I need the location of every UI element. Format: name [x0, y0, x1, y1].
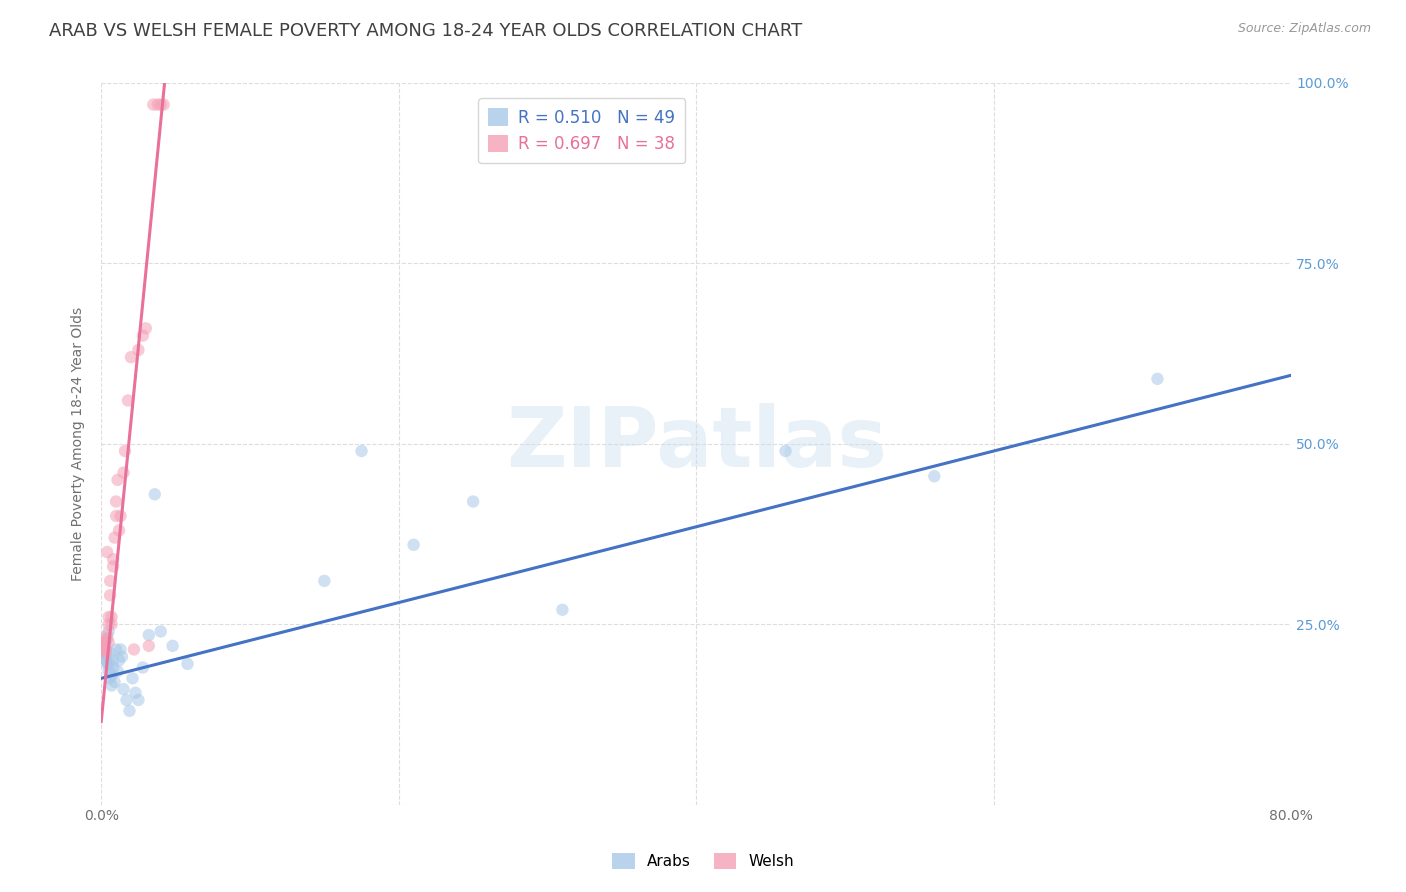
Point: [107, 473, 129, 487]
Point: [104, 531, 127, 545]
Point: [127, 693, 149, 707]
Point: [93, 642, 115, 657]
Point: [100, 617, 122, 632]
Legend: Arabs, Welsh: Arabs, Welsh: [606, 847, 800, 875]
Point: [149, 624, 172, 639]
Point: [110, 508, 132, 523]
Point: [93, 640, 115, 655]
Point: [91, 642, 114, 657]
Point: [108, 524, 131, 538]
Point: [93, 645, 115, 659]
Point: [91, 642, 114, 657]
Point: [132, 660, 155, 674]
Point: [98, 671, 121, 685]
Point: [117, 393, 139, 408]
Point: [97, 657, 120, 671]
Point: [97, 635, 120, 649]
Point: [551, 603, 574, 617]
Point: [94, 642, 117, 657]
Point: [94, 653, 117, 667]
Point: [112, 466, 135, 480]
Point: [96, 632, 118, 646]
Point: [775, 444, 797, 458]
Point: [101, 660, 124, 674]
Point: [105, 494, 128, 508]
Point: [115, 693, 138, 707]
Point: [91, 639, 114, 653]
Point: [96, 653, 118, 667]
Point: [93, 639, 115, 653]
Point: [135, 321, 157, 335]
Point: [97, 624, 120, 639]
Point: [110, 642, 132, 657]
Point: [105, 508, 128, 523]
Point: [127, 343, 149, 357]
Text: ARAB VS WELSH FEMALE POVERTY AMONG 18-24 YEAR OLDS CORRELATION CHART: ARAB VS WELSH FEMALE POVERTY AMONG 18-24…: [49, 22, 803, 40]
Point: [94, 635, 117, 649]
Point: [100, 667, 122, 681]
Point: [104, 674, 127, 689]
Point: [314, 574, 336, 588]
Point: [100, 679, 122, 693]
Point: [98, 646, 121, 660]
Point: [93, 635, 115, 649]
Point: [122, 642, 145, 657]
Point: [98, 574, 121, 588]
Point: [924, 469, 946, 483]
Point: [93, 635, 115, 649]
Text: ZIPatlas: ZIPatlas: [506, 403, 887, 484]
Point: [121, 671, 143, 685]
Point: [97, 664, 120, 678]
Point: [100, 610, 122, 624]
Point: [96, 628, 118, 642]
Point: [96, 657, 118, 671]
Point: [118, 704, 141, 718]
Point: [114, 444, 136, 458]
Point: [143, 487, 166, 501]
Point: [94, 646, 117, 660]
Point: [94, 642, 117, 657]
Point: [107, 664, 129, 678]
Point: [97, 617, 120, 632]
Point: [162, 639, 184, 653]
Point: [91, 635, 114, 649]
Point: [101, 552, 124, 566]
Point: [132, 328, 155, 343]
Point: [176, 657, 198, 671]
Point: [1146, 372, 1168, 386]
Point: [402, 538, 425, 552]
Point: [108, 653, 131, 667]
Point: [101, 559, 124, 574]
Point: [124, 686, 146, 700]
Point: [138, 639, 160, 653]
Point: [101, 653, 124, 667]
Text: Source: ZipAtlas.com: Source: ZipAtlas.com: [1237, 22, 1371, 36]
Point: [138, 628, 160, 642]
Point: [111, 649, 134, 664]
Point: [463, 494, 485, 508]
Point: [93, 649, 115, 664]
Point: [120, 350, 142, 364]
Point: [149, 97, 172, 112]
Point: [94, 646, 117, 660]
Point: [112, 682, 135, 697]
Y-axis label: Female Poverty Among 18-24 Year Olds: Female Poverty Among 18-24 Year Olds: [72, 307, 86, 581]
Point: [142, 97, 165, 112]
Point: [94, 632, 117, 646]
Point: [146, 97, 169, 112]
Point: [91, 646, 114, 660]
Point: [152, 97, 174, 112]
Legend: R = 0.510   N = 49, R = 0.697   N = 38: R = 0.510 N = 49, R = 0.697 N = 38: [478, 98, 686, 163]
Point: [98, 588, 121, 602]
Point: [96, 545, 118, 559]
Point: [105, 642, 128, 657]
Point: [97, 610, 120, 624]
Point: [350, 444, 373, 458]
